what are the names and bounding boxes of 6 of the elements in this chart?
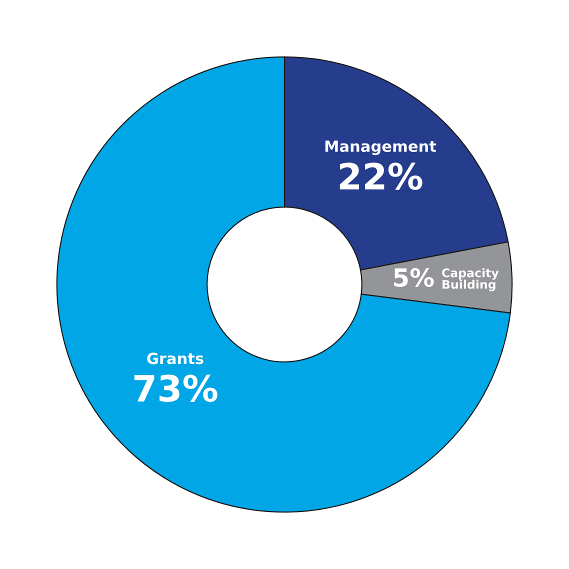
data-label: 73% xyxy=(134,374,218,402)
slice-label: Capacity Building xyxy=(442,268,499,292)
data-label: 22% xyxy=(340,162,422,190)
slice-label: Management xyxy=(325,140,436,156)
data-label: 5% xyxy=(394,268,434,287)
slice-label: Grants xyxy=(147,352,204,364)
